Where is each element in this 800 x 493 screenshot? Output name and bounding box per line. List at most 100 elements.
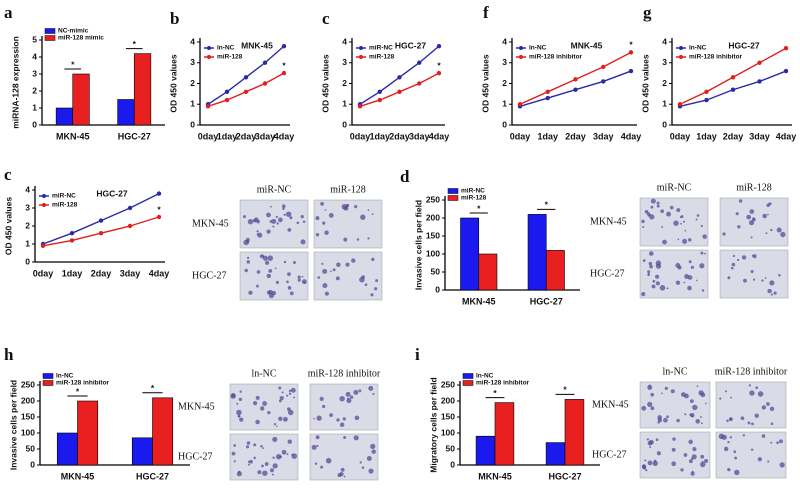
y-tick-label: 3 — [662, 57, 667, 67]
cell — [704, 459, 709, 464]
cell — [332, 268, 336, 272]
bar — [527, 214, 547, 291]
y-axis-label: OD 450 values — [320, 54, 330, 112]
cell — [343, 237, 348, 242]
x-tick-label: HGC-27 — [136, 471, 169, 481]
cell — [684, 229, 687, 232]
point — [573, 87, 578, 92]
row-label: HGC-27 — [592, 449, 626, 460]
x-tick-label: 0day — [198, 131, 219, 141]
y-tick-label: 50 — [431, 266, 441, 276]
point — [69, 238, 75, 243]
y-tick-label: 0 — [450, 459, 455, 469]
cell — [268, 293, 274, 299]
cell — [734, 456, 738, 460]
cell — [746, 214, 752, 220]
cell — [272, 225, 275, 228]
cell — [321, 262, 324, 265]
cell — [339, 395, 345, 402]
row-label: HGC-27 — [178, 451, 212, 462]
cell — [671, 447, 676, 452]
x-tick-label: MKN-45 — [61, 471, 95, 481]
legend-label: ln-NC — [529, 45, 547, 52]
x-tick-label: 0day — [350, 131, 371, 141]
cell — [761, 279, 764, 282]
x-tick-label: 3day — [749, 131, 770, 141]
cell — [273, 423, 277, 426]
legend-label: miR-128 inhibitor — [56, 380, 110, 387]
cell — [287, 227, 292, 232]
cell — [682, 220, 685, 223]
cell — [659, 285, 666, 291]
x-tick-label: 2day — [91, 268, 112, 278]
cell — [329, 413, 333, 418]
legend-marker — [679, 55, 683, 59]
cell — [287, 409, 294, 416]
cell — [266, 229, 271, 234]
cell — [648, 251, 654, 256]
cell — [748, 220, 755, 226]
cell — [300, 214, 304, 219]
point — [397, 89, 402, 95]
cell — [345, 204, 349, 208]
bar — [131, 437, 153, 466]
cell — [236, 409, 242, 416]
bar — [133, 53, 152, 126]
bar — [56, 432, 78, 466]
cell — [281, 204, 286, 209]
bar — [475, 435, 496, 466]
cell — [776, 441, 779, 445]
cell — [652, 460, 658, 467]
bar — [478, 253, 498, 291]
cell — [278, 399, 282, 403]
cell — [259, 254, 264, 259]
cell — [656, 451, 661, 456]
cell — [316, 415, 322, 421]
legend-marker — [207, 46, 211, 50]
chart-title: MNK-45 — [571, 40, 603, 50]
point — [601, 64, 606, 70]
cell — [666, 211, 672, 217]
x-tick-label: 4day — [274, 131, 295, 141]
x-tick-label: MKN-45 — [478, 471, 512, 481]
cell — [727, 467, 731, 472]
cell — [231, 451, 236, 456]
cell — [244, 268, 248, 273]
cell — [324, 291, 329, 296]
cell — [677, 238, 680, 241]
cell — [751, 217, 756, 222]
annotation: * — [437, 60, 441, 70]
cell — [320, 465, 324, 469]
cell — [230, 393, 236, 399]
x-tick-label: 4day — [429, 131, 450, 141]
legend-swatch — [44, 28, 56, 34]
cell — [761, 434, 766, 438]
cell — [695, 218, 698, 221]
cell — [649, 446, 652, 448]
row-label: MKN-45 — [592, 399, 629, 410]
cell — [279, 396, 284, 401]
cell — [641, 219, 645, 224]
x-tick-label: 4day — [149, 268, 170, 278]
legend-label: miR-NC — [52, 193, 76, 200]
cell — [297, 278, 301, 282]
cell — [647, 272, 650, 275]
point — [357, 104, 363, 109]
bar — [494, 402, 515, 466]
y-tick-label: 150 — [21, 411, 35, 421]
annotation: * — [76, 386, 80, 396]
cell — [349, 395, 354, 399]
cell — [731, 262, 736, 267]
cell — [345, 262, 350, 267]
chart-title: HGC-27 — [395, 40, 426, 50]
annotation: * — [282, 60, 286, 70]
legend-label: ln-NC — [689, 45, 707, 52]
point — [224, 89, 230, 95]
cell — [770, 441, 773, 444]
cell — [367, 237, 370, 240]
cell — [320, 202, 324, 206]
point — [436, 70, 442, 76]
y-tick-label: 1 — [25, 238, 30, 248]
y-tick-label: 2 — [662, 78, 667, 88]
cell — [371, 213, 374, 215]
